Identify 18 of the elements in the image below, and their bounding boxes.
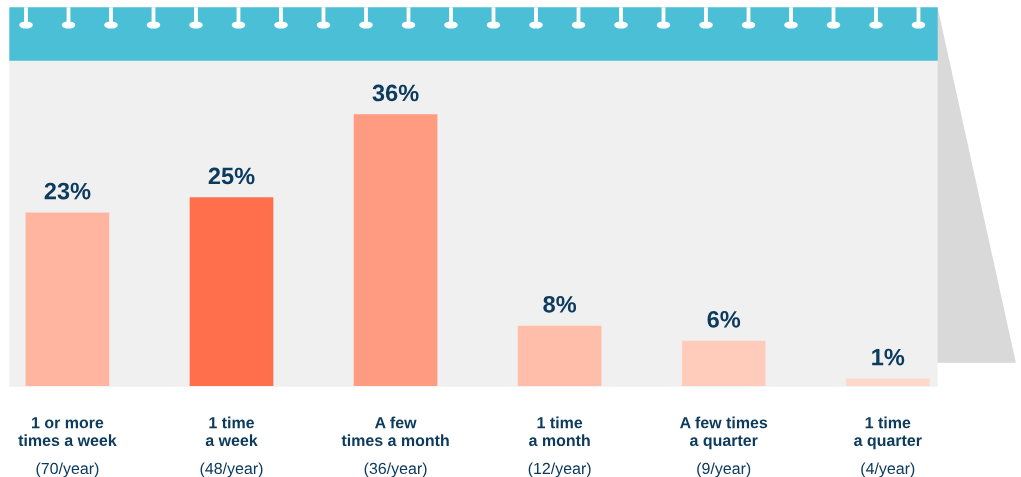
data-label: 23%: [44, 182, 91, 200]
data-label: 25%: [208, 167, 255, 185]
data-label: 1%: [872, 348, 905, 366]
bar: [845, 378, 930, 386]
bar: [353, 114, 438, 386]
x-tick-label: A few times a quarter (9/year): [680, 416, 768, 477]
bar: [25, 212, 110, 386]
data-label: 8%: [543, 295, 577, 313]
x-tick-label: 1 or more times a week (70/year): [18, 417, 117, 477]
x-tick-label: 1 time a quarter (4/year): [854, 416, 922, 477]
data-label: 36%: [372, 84, 419, 102]
data-label: 6%: [707, 311, 741, 328]
bar: [189, 197, 274, 386]
bar: [681, 340, 766, 386]
bar: [517, 325, 602, 386]
x-tick-label: 1 time a month (12/year): [528, 416, 591, 477]
x-tick-label: A few times a month (36/year): [341, 416, 449, 477]
x-tick-label: 1 time a week (48/year): [200, 416, 263, 477]
